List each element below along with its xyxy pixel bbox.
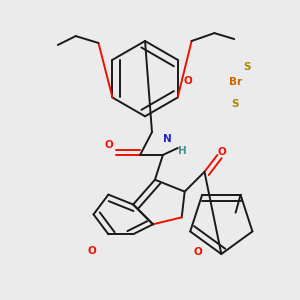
Text: O: O	[193, 248, 202, 257]
Text: O: O	[105, 140, 113, 150]
Text: O: O	[87, 245, 96, 256]
Text: S: S	[243, 62, 251, 72]
Text: N: N	[164, 134, 172, 144]
Text: S: S	[232, 99, 239, 109]
Text: O: O	[218, 146, 227, 157]
Text: O: O	[183, 76, 192, 86]
Text: Br: Br	[229, 77, 242, 87]
Text: H: H	[178, 146, 187, 156]
